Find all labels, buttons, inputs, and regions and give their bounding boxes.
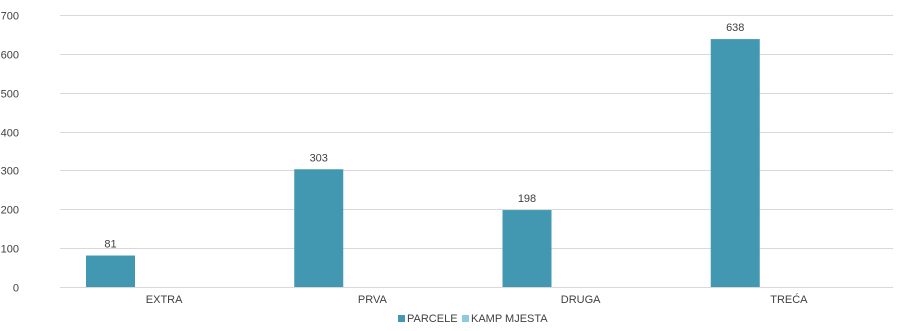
data-label: 303 xyxy=(310,152,328,164)
y-axis-ticks: 0 100 200 300 400 500 600 700 xyxy=(1,11,19,295)
y-tick-label: 200 xyxy=(1,205,19,217)
y-tick-label: 0 xyxy=(13,283,19,295)
legend-swatch xyxy=(462,315,469,322)
y-tick-label: 300 xyxy=(1,166,19,178)
bars xyxy=(86,39,760,287)
y-tick-label: 600 xyxy=(1,50,19,62)
x-category-label: PRVA xyxy=(358,294,388,306)
bar-parcele-extra xyxy=(86,255,135,287)
legend-label: PARCELE xyxy=(407,313,458,325)
data-label: 638 xyxy=(726,22,744,34)
y-tick-label: 400 xyxy=(1,128,19,140)
y-tick-label: 500 xyxy=(1,89,19,101)
legend-label: KAMP MJESTA xyxy=(471,313,548,325)
data-label: 81 xyxy=(104,239,116,251)
x-category-label: EXTRA xyxy=(146,294,183,306)
x-category-label: TREĆA xyxy=(770,293,808,306)
bar-parcele-prva xyxy=(294,169,344,287)
x-axis-categories: EXTRA PRVA DRUGA TREĆA xyxy=(146,293,808,306)
legend: PARCELE KAMP MJESTA xyxy=(398,313,548,325)
x-category-label: DRUGA xyxy=(561,294,601,306)
data-label: 198 xyxy=(518,193,536,205)
bar-parcele-treća xyxy=(710,39,760,287)
y-tick-label: 700 xyxy=(1,11,19,23)
gridlines xyxy=(60,15,893,288)
y-tick-label: 100 xyxy=(1,244,19,256)
data-labels: 81 303 198 638 xyxy=(104,22,744,250)
legend-swatch xyxy=(398,315,405,322)
bar-parcele-druga xyxy=(502,210,552,287)
